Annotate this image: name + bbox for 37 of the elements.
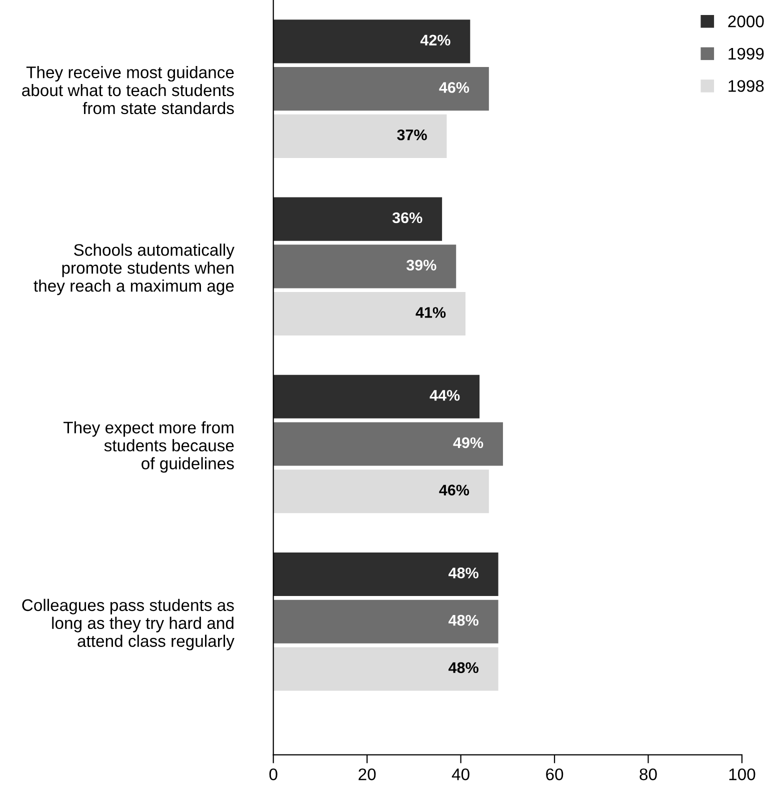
bar	[273, 292, 466, 336]
legend-label: 1999	[728, 48, 764, 60]
bar	[273, 114, 447, 158]
data-label: 36%	[392, 212, 422, 224]
data-label: 39%	[406, 260, 436, 271]
x-tick-label: 40	[452, 768, 470, 780]
data-label: 46%	[439, 484, 470, 496]
y-tick-label: Schools automatically promote students when they reach a maximum age	[34, 244, 234, 296]
bar	[273, 422, 503, 466]
bar	[273, 67, 489, 111]
bar	[273, 470, 489, 514]
data-label: 48%	[448, 568, 478, 578]
legend-label: 1998	[728, 80, 764, 92]
data-label: 48%	[448, 614, 478, 626]
data-label: 49%	[453, 437, 484, 448]
x-tick-label: 60	[546, 768, 564, 780]
bar	[273, 600, 498, 644]
legend-label: 2000	[728, 16, 764, 28]
data-label: 46%	[439, 82, 470, 93]
bar	[273, 647, 498, 691]
x-tick-label: 0	[269, 768, 278, 780]
data-label: 42%	[420, 34, 450, 46]
data-label: 44%	[430, 390, 460, 401]
y-tick-label: They expect more from students because of guidelines	[63, 421, 234, 473]
x-tick-label: 20	[358, 768, 376, 780]
data-label: 37%	[397, 129, 427, 140]
y-tick-label: They receive most guidance about what to teach students from state standards	[22, 66, 234, 114]
bar	[273, 197, 442, 241]
y-tick-label: Colleagues pass students as long as they try hard and attend class regularly	[22, 598, 234, 650]
bar	[273, 20, 470, 64]
x-tick-label: 80	[640, 768, 657, 780]
x-tick-label: 100	[729, 768, 756, 780]
data-label: 48%	[448, 662, 478, 674]
bar	[273, 244, 456, 288]
data-label: 41%	[416, 307, 446, 318]
bar	[273, 374, 480, 418]
bar	[273, 552, 498, 596]
